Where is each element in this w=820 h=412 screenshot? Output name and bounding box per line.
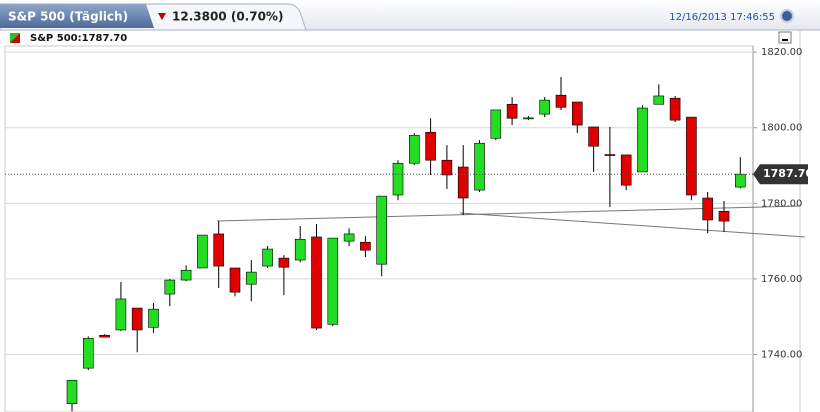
candle-body: [539, 99, 551, 115]
candle-body: [523, 117, 534, 120]
candle-body: [620, 154, 632, 186]
tab-title: S&P 500 (Täglich): [8, 10, 128, 24]
candle-body: [131, 307, 143, 331]
candle-body: [327, 237, 339, 325]
candle-body: [360, 241, 371, 251]
candle-body: [294, 238, 306, 261]
candle-body: [246, 271, 257, 285]
candle-body: [66, 379, 78, 404]
candle-body: [197, 234, 208, 269]
candle-body: [213, 233, 224, 267]
candle-body: [588, 126, 599, 147]
candle-body: [99, 334, 110, 338]
candle-body: [262, 248, 273, 267]
candle-body: [604, 154, 616, 156]
timestamp: 12/16/2013 17:46:55: [669, 12, 775, 23]
candle-body: [653, 95, 665, 105]
candle-body: [164, 279, 176, 295]
last-price-tag: [753, 164, 808, 185]
minimize-button[interactable]: [778, 31, 792, 44]
candle-body: [83, 337, 94, 369]
candle-body: [669, 97, 681, 121]
candle-body: [734, 173, 746, 188]
candle-body: [343, 233, 355, 242]
candle-body: [376, 195, 388, 265]
y-tick-label: 1800.00: [761, 123, 802, 134]
candle-body: [180, 269, 192, 281]
candle-body: [115, 298, 127, 331]
candle-body: [474, 142, 485, 191]
trendline: [459, 212, 806, 238]
candle-body: [686, 116, 697, 196]
candle-body: [408, 134, 420, 164]
candle-body: [229, 267, 241, 293]
candle-body: [571, 101, 583, 126]
y-tick-label: 1820.00: [761, 47, 802, 58]
legend-icon-down: [10, 33, 20, 43]
candle-body: [490, 109, 502, 139]
candle-body: [441, 159, 453, 176]
legend: S&P 500:1787.70: [30, 33, 127, 44]
y-tick-label: 1740.00: [761, 350, 802, 361]
refresh-button[interactable]: [780, 9, 794, 23]
last-price-label: 1787.70: [763, 167, 813, 180]
candle-body: [718, 210, 730, 222]
down-arrow: [158, 13, 166, 20]
change: 12.3800 (0.70%): [172, 10, 283, 24]
candle-body: [148, 308, 159, 328]
candle-body: [392, 162, 404, 196]
candle-body: [555, 94, 567, 108]
y-tick-label: 1780.00: [761, 198, 802, 209]
candle-body: [637, 107, 648, 173]
candle-body: [311, 236, 322, 329]
candle-body: [702, 197, 714, 221]
candle-body: [425, 131, 436, 161]
candle-body: [457, 166, 469, 199]
tab[interactable]: [0, 4, 154, 28]
y-tick-label: 1760.00: [761, 274, 802, 285]
candle-body: [278, 257, 290, 268]
candle-body: [506, 103, 518, 119]
